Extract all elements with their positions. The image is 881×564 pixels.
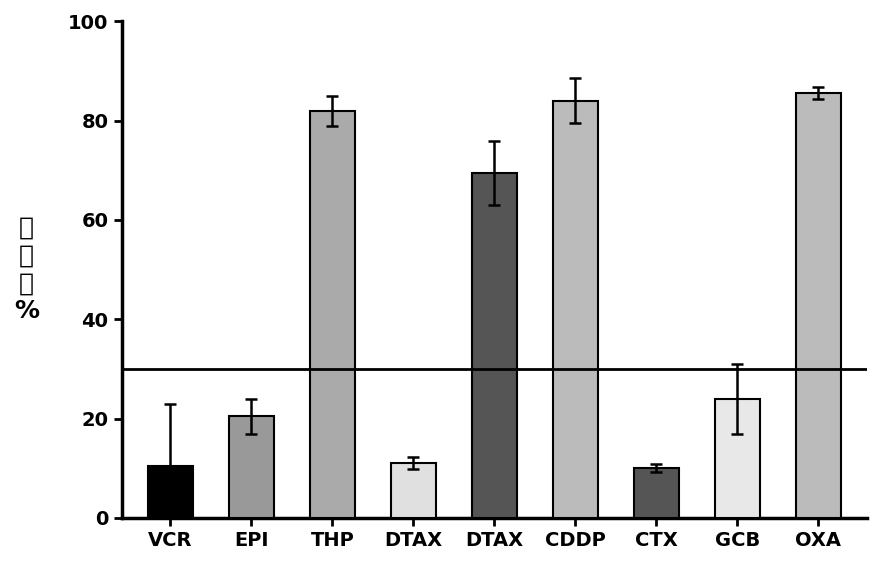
Y-axis label: 抑
制
率
%: 抑 制 率 % (14, 216, 39, 323)
Bar (715, 399, 759, 518)
Bar (148, 466, 193, 518)
Bar (634, 468, 678, 518)
Bar (472, 173, 516, 518)
Bar (310, 111, 354, 518)
Bar (796, 94, 840, 518)
Bar (553, 101, 597, 518)
Bar (229, 416, 274, 518)
Bar (391, 463, 435, 518)
